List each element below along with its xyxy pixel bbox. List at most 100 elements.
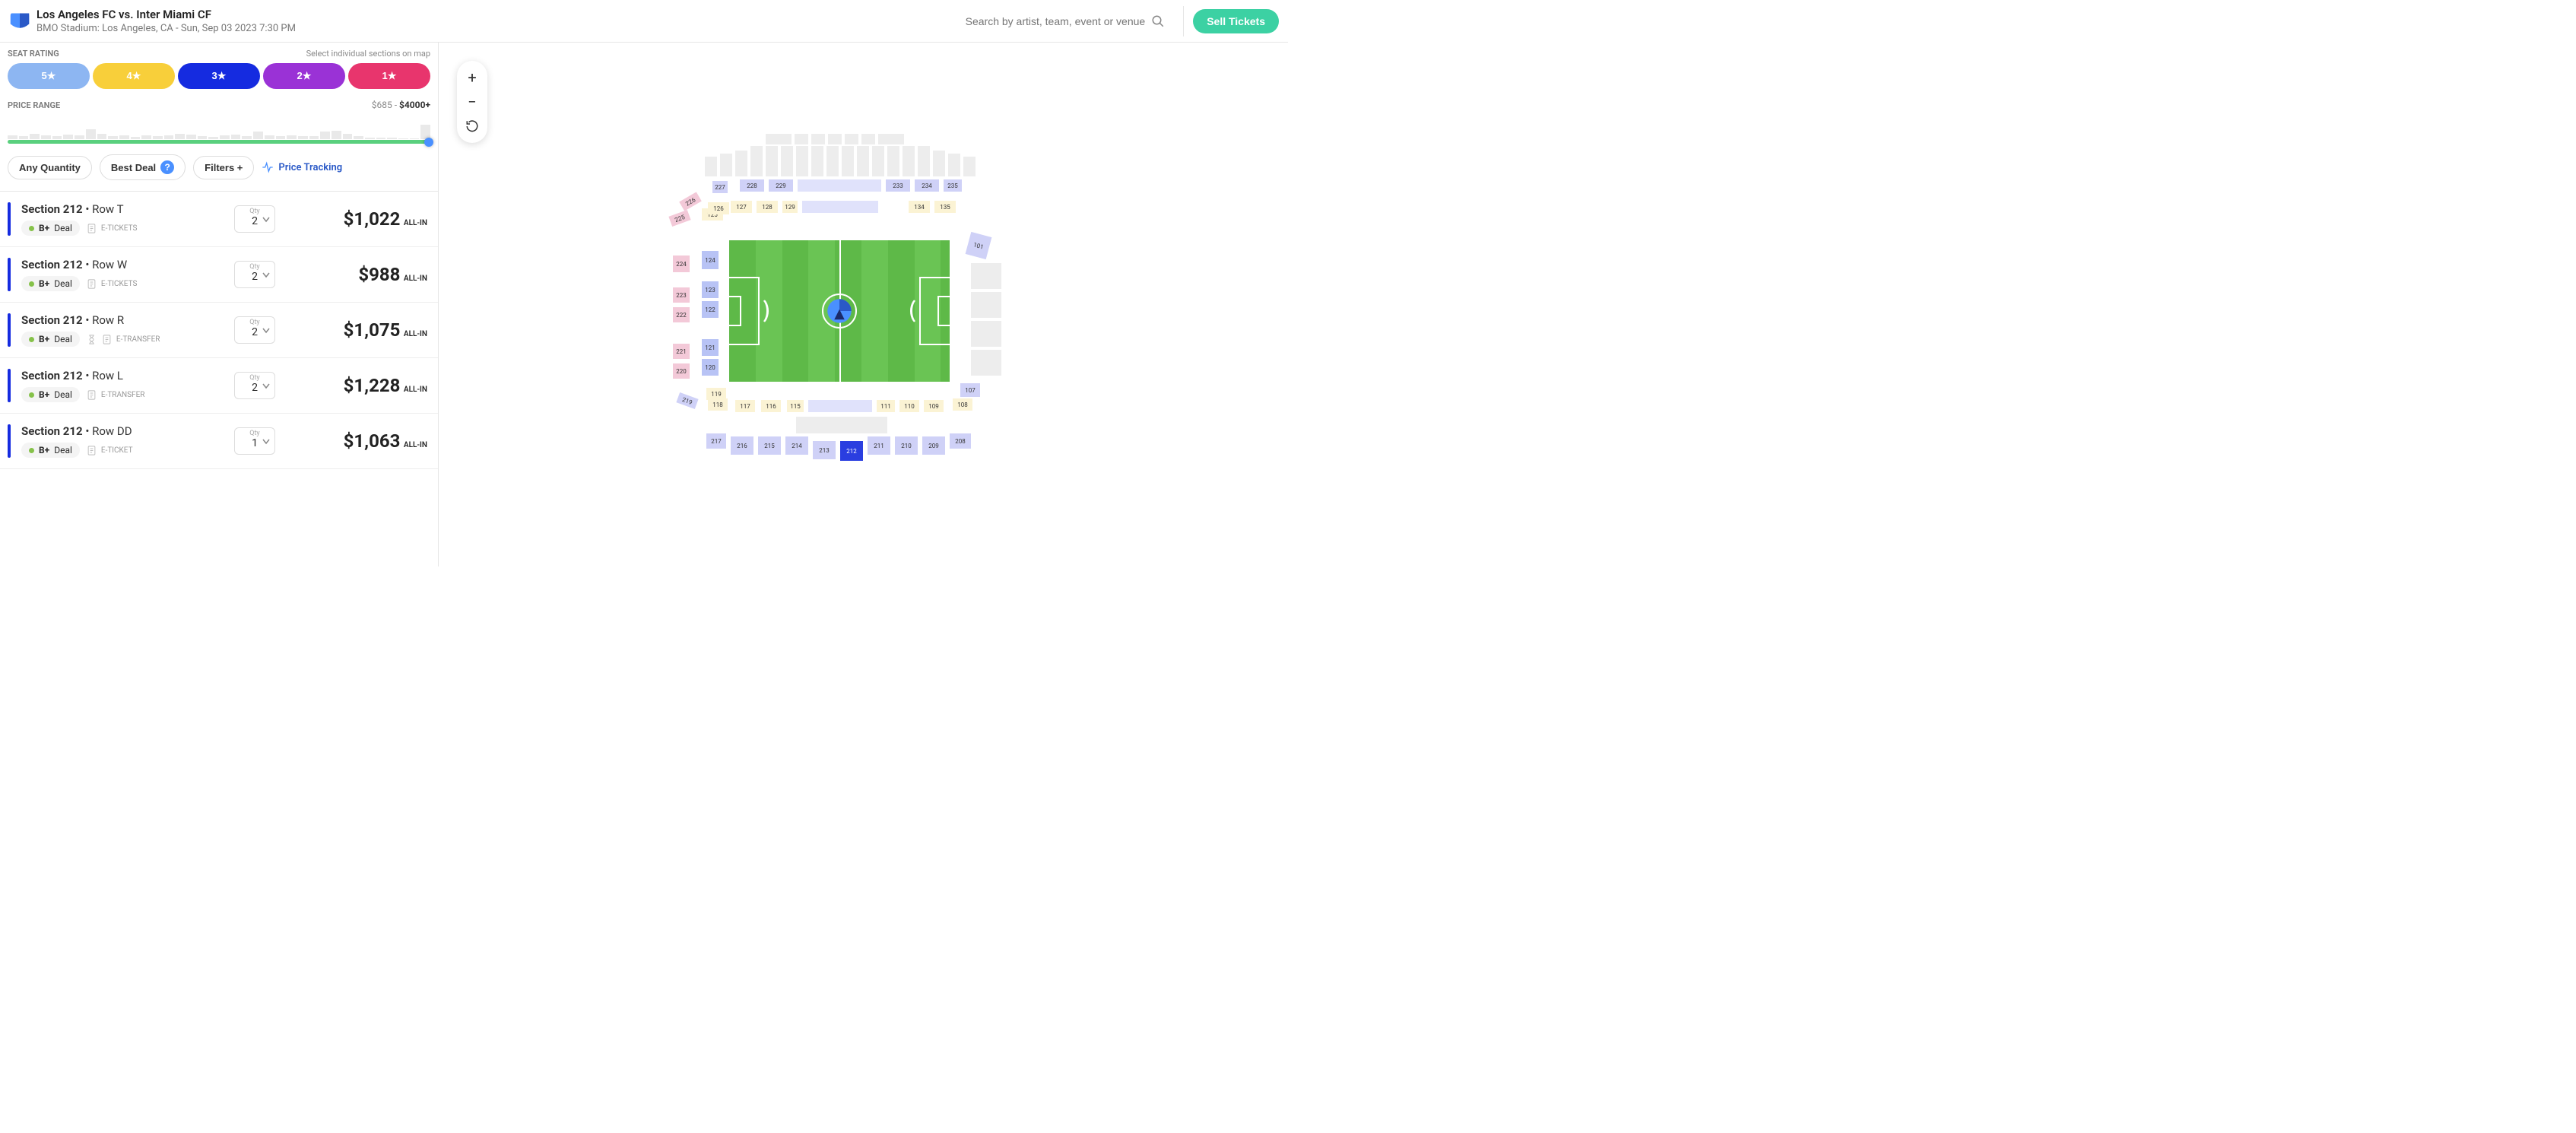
price-histogram[interactable] bbox=[8, 115, 430, 144]
seat-section[interactable] bbox=[948, 154, 960, 176]
qty-select[interactable]: Qty1 bbox=[234, 427, 275, 455]
seat-section[interactable] bbox=[705, 157, 717, 176]
zoom-out-button[interactable]: − bbox=[458, 90, 486, 114]
seat-section[interactable]: 214 bbox=[785, 436, 808, 455]
listing-row[interactable]: Section 212 • Row TB+ DealE-TICKETSQty2$… bbox=[0, 192, 438, 247]
star-1[interactable]: 1★ bbox=[348, 63, 430, 89]
seat-section[interactable] bbox=[766, 146, 778, 176]
seat-section[interactable]: 110 bbox=[899, 400, 919, 412]
seat-section[interactable]: 111 bbox=[877, 400, 895, 412]
seat-section[interactable]: 209 bbox=[922, 436, 945, 455]
seat-section[interactable] bbox=[826, 146, 839, 176]
seat-section[interactable] bbox=[802, 201, 878, 213]
seat-section[interactable] bbox=[887, 146, 899, 176]
qty-select[interactable]: Qty2 bbox=[234, 372, 275, 399]
qty-select[interactable]: Qty2 bbox=[234, 261, 275, 288]
stadium-map[interactable]: 1201211221231242202212222232242252262272… bbox=[667, 134, 1001, 468]
seat-section[interactable]: 210 bbox=[895, 436, 918, 455]
seat-section[interactable] bbox=[971, 350, 1001, 376]
listing-row[interactable]: Section 212 • Row LB+ DealE-TRANSFERQty2… bbox=[0, 358, 438, 414]
seat-section[interactable]: 229 bbox=[769, 179, 793, 192]
seat-section[interactable] bbox=[842, 146, 854, 176]
star-4[interactable]: 4★ bbox=[93, 63, 175, 89]
sell-tickets-button[interactable]: Sell Tickets bbox=[1193, 9, 1279, 33]
search-input[interactable] bbox=[947, 15, 1145, 27]
star-3[interactable]: 3★ bbox=[178, 63, 260, 89]
seat-section[interactable]: 109 bbox=[924, 400, 944, 412]
seat-section[interactable] bbox=[811, 134, 825, 144]
seat-section[interactable] bbox=[933, 151, 945, 176]
seat-section[interactable]: 226 bbox=[679, 192, 702, 211]
seat-section[interactable] bbox=[808, 400, 872, 412]
seat-section[interactable] bbox=[795, 134, 808, 144]
seat-section[interactable]: 208 bbox=[950, 433, 971, 449]
seat-section[interactable]: 211 bbox=[868, 436, 890, 455]
seat-section[interactable] bbox=[750, 146, 763, 176]
seat-section[interactable]: 227 bbox=[712, 181, 728, 193]
seat-section[interactable]: 222 bbox=[673, 307, 690, 322]
seat-section[interactable] bbox=[918, 146, 930, 176]
seat-section[interactable] bbox=[878, 134, 904, 144]
price-tracking-link[interactable]: Price Tracking bbox=[262, 161, 342, 173]
seat-section[interactable]: 213 bbox=[813, 441, 836, 459]
search-icon[interactable] bbox=[1151, 14, 1165, 28]
seat-section[interactable]: 124 bbox=[702, 251, 719, 269]
qty-select[interactable]: Qty2 bbox=[234, 316, 275, 344]
seat-section[interactable] bbox=[796, 146, 808, 176]
seat-section[interactable]: 233 bbox=[886, 179, 910, 192]
seat-section[interactable] bbox=[796, 417, 887, 433]
seat-section[interactable]: 225 bbox=[668, 210, 690, 227]
seat-section[interactable] bbox=[828, 134, 842, 144]
seat-section[interactable]: 127 bbox=[731, 201, 752, 213]
seat-section[interactable]: 215 bbox=[758, 436, 781, 455]
zoom-in-button[interactable]: + bbox=[458, 65, 486, 90]
seat-section[interactable] bbox=[903, 146, 915, 176]
seat-section[interactable]: 212 bbox=[840, 441, 863, 461]
seat-section[interactable] bbox=[845, 134, 858, 144]
filters-chip[interactable]: Filters + bbox=[193, 156, 254, 179]
seat-section[interactable]: 135 bbox=[934, 201, 956, 213]
best-deal-chip[interactable]: Best Deal ? bbox=[100, 154, 186, 180]
zoom-reset-button[interactable] bbox=[458, 114, 486, 138]
seat-section[interactable] bbox=[963, 157, 976, 176]
seat-section[interactable] bbox=[971, 321, 1001, 347]
map-panel[interactable]: + − bbox=[439, 43, 1288, 566]
seat-section[interactable] bbox=[781, 146, 793, 176]
star-5[interactable]: 5★ bbox=[8, 63, 90, 89]
seat-section[interactable]: 115 bbox=[787, 400, 804, 412]
seat-section[interactable]: 117 bbox=[735, 400, 755, 412]
seat-section[interactable]: 228 bbox=[740, 179, 764, 192]
seat-section[interactable] bbox=[971, 292, 1001, 318]
seat-section[interactable]: 122 bbox=[702, 301, 719, 318]
any-quantity-chip[interactable]: Any Quantity bbox=[8, 156, 92, 179]
seat-section[interactable]: 129 bbox=[782, 201, 798, 213]
seat-section[interactable] bbox=[811, 146, 823, 176]
seat-section[interactable]: 118 bbox=[708, 398, 728, 411]
seat-section[interactable]: 120 bbox=[702, 359, 719, 376]
listing-row[interactable]: Section 212 • Row WB+ DealE-TICKETSQty2$… bbox=[0, 247, 438, 303]
seat-section[interactable]: 121 bbox=[702, 339, 719, 356]
seat-section[interactable]: 235 bbox=[944, 179, 962, 192]
listing-row[interactable]: Section 212 • Row RB+ DealE-TRANSFERQty2… bbox=[0, 303, 438, 358]
price-slider-thumb[interactable] bbox=[424, 138, 433, 147]
seat-section[interactable]: 101 bbox=[966, 232, 992, 259]
seat-section[interactable] bbox=[798, 179, 881, 192]
qty-select[interactable]: Qty2 bbox=[234, 205, 275, 233]
seat-section[interactable]: 128 bbox=[757, 201, 778, 213]
listing-row[interactable]: Section 212 • Row DDB+ DealE-TICKETQty1$… bbox=[0, 414, 438, 469]
seat-section[interactable] bbox=[720, 154, 732, 176]
seat-section[interactable] bbox=[872, 146, 884, 176]
seat-section[interactable]: 126 bbox=[708, 202, 729, 214]
seat-section[interactable] bbox=[861, 134, 875, 144]
seat-section[interactable]: 224 bbox=[673, 255, 690, 272]
seat-section[interactable] bbox=[857, 146, 869, 176]
seat-section[interactable]: 116 bbox=[761, 400, 781, 412]
star-2[interactable]: 2★ bbox=[263, 63, 345, 89]
seat-section[interactable]: 223 bbox=[673, 287, 690, 303]
seat-section[interactable]: 216 bbox=[731, 436, 753, 455]
seat-section[interactable]: 221 bbox=[673, 344, 690, 359]
seat-section[interactable] bbox=[971, 263, 1001, 289]
seat-section[interactable]: 108 bbox=[953, 398, 972, 411]
seat-section[interactable]: 107 bbox=[960, 383, 980, 397]
seat-section[interactable]: 217 bbox=[706, 433, 726, 449]
